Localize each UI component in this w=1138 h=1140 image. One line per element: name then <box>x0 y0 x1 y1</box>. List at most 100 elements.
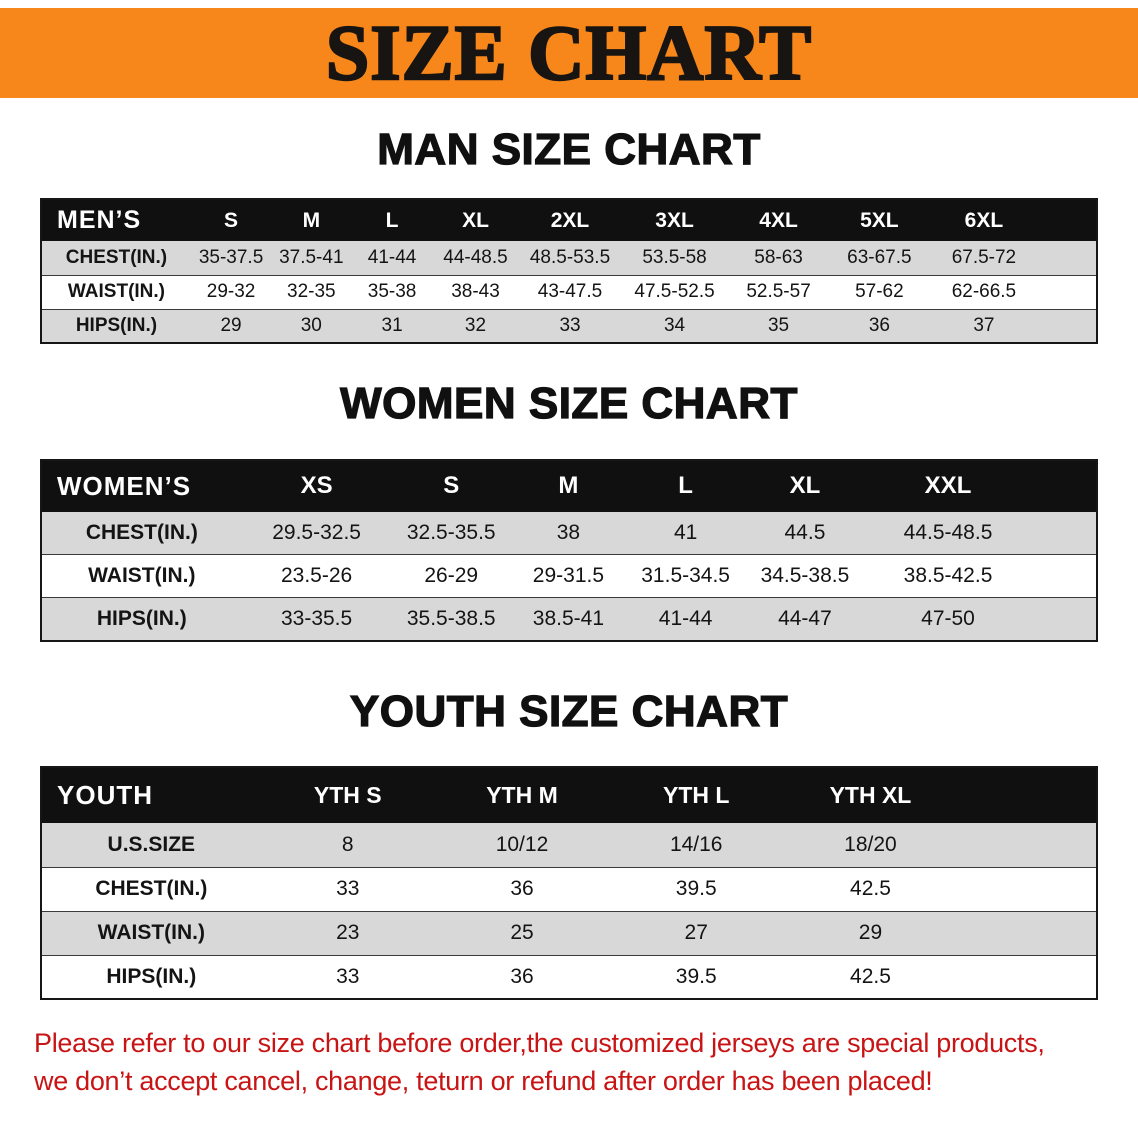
size-value-cell: 35-37.5 <box>198 247 264 269</box>
measurement-row: HIPS(IN.) 29 30 31 32 33 34 35 36 37 <box>41 309 1097 344</box>
size-header-row: MEN’S S M L XL 2XL 3XL 4XL 5XL 6XL <box>41 199 1097 242</box>
youth-heading: YOUTH SIZE CHART <box>349 686 789 736</box>
size-value-cell: 38 <box>556 521 581 545</box>
size-value-cell: 53.5-58 <box>642 247 707 269</box>
header-filler-cell <box>957 767 1097 824</box>
size-value-cell: 43-47.5 <box>537 281 603 303</box>
measurement-row: CHEST(IN.) 35-37.5 37.5-41 41-44 44-48.5 48.5… <box>41 241 1097 276</box>
table-corner-label: MEN’S <box>41 199 191 242</box>
size-value-cell: 18/20 <box>844 832 897 856</box>
size-value-cell: 33 <box>559 315 581 337</box>
size-value-cell: 44-48.5 <box>443 247 508 269</box>
size-value-cell: 32.5-35.5 <box>406 521 496 545</box>
measurement-label: WAIST(IN.) <box>97 921 205 945</box>
size-value-cell: 31 <box>381 315 403 337</box>
table-corner-label: YOUTH <box>41 767 261 824</box>
row-filler-cell <box>958 867 1097 911</box>
size-value-cell: 36 <box>510 964 534 988</box>
size-value-cell: 32-35 <box>287 281 336 303</box>
size-value-cell: 44-47 <box>778 607 832 631</box>
size-column-header: S <box>190 199 272 242</box>
size-column-header: M <box>271 199 352 242</box>
banner-title: SIZE CHART <box>325 9 813 96</box>
size-value-cell: 14/16 <box>669 832 723 856</box>
size-value-cell: 47-50 <box>921 607 975 631</box>
measurement-row: HIPS(IN.) 33 36 39.5 42.5 <box>41 955 1097 1000</box>
mens-size-table: MEN’S S M L XL 2XL 3XL 4XL 5XL 6XL CHEST(IN.) 35-… <box>40 198 1098 345</box>
size-column-header: YTH XL <box>783 767 958 824</box>
size-header-row: WOMEN’S XS S M L XL XXL <box>41 459 1097 512</box>
size-value-cell: 31.5-34.5 <box>641 564 730 588</box>
size-value-cell: 8 <box>341 832 354 856</box>
size-value-cell: 38.5-41 <box>532 607 605 631</box>
measurement-row: CHEST(IN.) 33 36 39.5 42.5 <box>41 867 1097 912</box>
size-value-cell: 35 <box>767 315 790 337</box>
size-value-cell: 33-35.5 <box>280 607 353 631</box>
size-value-cell: 29-32 <box>206 281 256 303</box>
womens-section: WOMEN SIZE CHART WOMEN’S XS S M L XL XXL CHES… <box>0 379 1138 642</box>
measurement-label: CHEST(IN.) <box>85 521 198 545</box>
size-column-header: YTH S <box>260 767 435 824</box>
size-value-cell: 44.5 <box>784 521 826 545</box>
size-column-header: M <box>510 459 626 512</box>
table-corner-label: WOMEN’S <box>41 459 242 512</box>
measurement-label: CHEST(IN.) <box>65 247 168 269</box>
measurement-label: CHEST(IN.) <box>95 877 208 901</box>
measurement-label: HIPS(IN.) <box>75 315 158 337</box>
row-filler-cell <box>1039 241 1097 275</box>
size-column-header: XXL <box>864 459 1032 512</box>
size-value-cell: 32 <box>464 315 487 337</box>
measurement-label: U.S.SIZE <box>107 832 196 856</box>
size-column-header: XL <box>745 459 865 512</box>
size-value-cell: 23.5-26 <box>280 564 353 588</box>
size-value-cell: 41-44 <box>367 247 417 269</box>
size-value-cell: 10/12 <box>495 832 549 856</box>
size-value-cell: 38.5-42.5 <box>903 564 993 588</box>
womens-heading: WOMEN SIZE CHART <box>339 379 798 429</box>
size-value-cell: 36 <box>510 877 534 901</box>
size-value-cell: 52.5-57 <box>746 281 811 303</box>
size-value-cell: 25 <box>510 921 534 945</box>
measurement-label: WAIST(IN.) <box>88 564 196 588</box>
row-filler-cell <box>1039 275 1097 309</box>
size-value-cell: 57-62 <box>855 281 904 303</box>
measurement-row: WAIST(IN.) 23.5-26 26-29 29-31.5 31.5-34.5 34… <box>41 554 1097 598</box>
size-value-cell: 44.5-48.5 <box>903 521 993 545</box>
size-chart-banner: SIZE CHART <box>0 8 1138 98</box>
size-value-cell: 67.5-72 <box>951 247 1017 269</box>
size-value-cell: 29 <box>858 921 883 945</box>
size-column-header: 3XL <box>621 199 728 242</box>
size-column-header: 4XL <box>727 199 830 242</box>
measurement-row: WAIST(IN.) 23 25 27 29 <box>41 911 1097 956</box>
size-column-header: 6XL <box>929 199 1039 242</box>
disclaimer-line-1: Please refer to our size chart before or… <box>34 1028 1045 1059</box>
size-value-cell: 58-63 <box>754 247 803 269</box>
size-column-header: XS <box>241 459 392 512</box>
size-value-cell: 34.5-38.5 <box>760 564 850 588</box>
row-filler-cell <box>958 911 1097 955</box>
size-value-cell: 35.5-38.5 <box>406 607 496 631</box>
measurement-row: WAIST(IN.) 29-32 32-35 35-38 38-43 43-47.5 47.… <box>41 275 1097 310</box>
size-column-header: L <box>351 199 433 242</box>
size-value-cell: 39.5 <box>675 877 717 901</box>
youth-section: YOUTH SIZE CHART YOUTH YTH S YTH M YTH L YT… <box>0 686 1138 1001</box>
row-filler-cell <box>958 955 1097 999</box>
size-value-cell: 33 <box>336 964 360 988</box>
size-value-cell: 63-67.5 <box>847 247 912 269</box>
measurement-label: WAIST(IN.) <box>67 281 166 303</box>
row-filler-cell <box>1031 555 1097 598</box>
row-filler-cell <box>958 823 1097 867</box>
size-value-cell: 23 <box>336 921 360 945</box>
youth-size-table: YOUTH YTH S YTH M YTH L YTH XL U.S.SIZE 8 10/… <box>40 766 1098 1001</box>
size-value-cell: 36 <box>868 315 890 337</box>
size-column-header: 5XL <box>829 199 930 242</box>
size-column-header: 2XL <box>518 199 622 242</box>
mens-heading: MAN SIZE CHART <box>377 124 761 174</box>
size-value-cell: 27 <box>684 921 708 945</box>
size-value-cell: 29 <box>220 315 242 337</box>
measurement-label: HIPS(IN.) <box>106 964 197 988</box>
mens-section: MAN SIZE CHART MEN’S S M L XL 2XL 3XL 4XL 5XL 6X… <box>0 124 1138 345</box>
disclaimer: Please refer to our size chart before or… <box>34 1024 1138 1100</box>
size-value-cell: 29.5-32.5 <box>272 521 361 545</box>
measurement-row: HIPS(IN.) 33-35.5 35.5-38.5 38.5-41 41-44 44-… <box>41 597 1097 641</box>
